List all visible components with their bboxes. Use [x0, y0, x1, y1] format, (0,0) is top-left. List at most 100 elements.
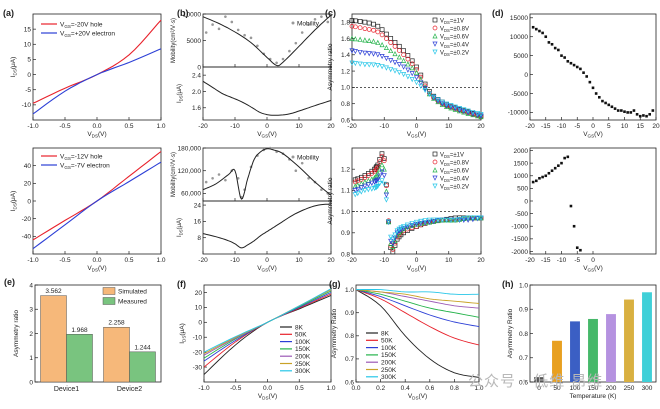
a1-xtick-label: -1.0: [27, 123, 39, 130]
g-series-line: [355, 289, 480, 378]
c1-legend-label: VDS​=±0.8V: [440, 26, 469, 33]
c1-data-point: [392, 44, 398, 49]
c2-data-point: [375, 183, 381, 189]
b2-xtick-label: 20: [327, 257, 335, 264]
c2-data-point: [381, 166, 387, 172]
c2-data-point: [394, 228, 400, 234]
d1-data-point: [626, 111, 629, 114]
a2-ylabel: IDS​(μA): [10, 191, 18, 212]
a2-legend-label: VGS​=-7V electron: [60, 163, 110, 171]
b1-bottom-ytick-label: 1.6: [192, 105, 201, 112]
c1-data-point: [431, 94, 437, 100]
d1-data-point: [588, 80, 592, 84]
d1-ytick-label: 5000: [514, 53, 529, 60]
a2-xtick-label: 1.0: [156, 257, 165, 264]
a2-ytick-label: 0: [27, 198, 31, 205]
c1-legend-label: VDS​=±0.4V: [440, 42, 469, 49]
c1-data-point: [362, 26, 368, 32]
e-ylabel: Asymmetry ratio: [13, 310, 20, 357]
d1-data-point: [613, 107, 617, 110]
c2-data-point: [461, 216, 467, 222]
c2-data-point: [352, 177, 358, 183]
c1-data-point: [401, 52, 406, 58]
e-ytick-label: 2: [29, 331, 33, 338]
c2-data-point: [377, 173, 383, 179]
g-ytick-label: 0.9: [345, 310, 354, 317]
c1-data-point: [461, 107, 467, 113]
a1-xtick-label: 0.5: [124, 123, 133, 130]
b2-mobility-point: [236, 176, 240, 180]
f-ytick-label: -10: [193, 335, 203, 342]
f-series-line: [203, 288, 332, 353]
c1-data-point: [448, 104, 454, 110]
c1-ytick-label: 1.6: [341, 36, 350, 43]
g-series-line: [355, 289, 480, 309]
c2-data-point: [396, 226, 402, 232]
c1-data-point: [475, 113, 481, 119]
c1-data-point: [401, 48, 406, 54]
h-category-label: 200: [606, 385, 617, 392]
b1-mobility-point: [256, 44, 259, 48]
c2-data-point: [431, 217, 437, 223]
b2-mobility-point: [217, 173, 221, 176]
d1-xtick-label: 10: [621, 123, 629, 130]
c2-data-point: [404, 224, 410, 230]
c1-legend-label: VDS​=±0.2V: [440, 50, 469, 57]
d2-data-point: [572, 224, 576, 228]
c1-data-point: [413, 80, 420, 86]
c2-data-point: [426, 219, 432, 225]
b2-xtick-label: 0: [265, 257, 269, 264]
c2-legend-label: VDS​=±0.2V: [440, 184, 469, 191]
d2-data-point: [553, 166, 557, 170]
c1-data-point: [352, 49, 358, 55]
c2-data-point: [358, 189, 364, 195]
a1-ytick-label: 0: [27, 72, 31, 79]
d1-data-point: [531, 25, 535, 29]
d1-xtick-label: -5: [574, 123, 580, 130]
d1-xtick-label: 20: [652, 123, 660, 130]
b2-ids-curve: [202, 203, 331, 249]
b1-bottom-ytick-label: 2.4: [192, 72, 201, 79]
c2-data-point: [426, 217, 432, 223]
c2-data-point: [379, 151, 385, 157]
c2-ytick-label: 1.1: [341, 188, 350, 195]
c1-data-point: [352, 18, 358, 24]
c1-data-point: [352, 61, 358, 67]
b1-mobility-point: [326, 20, 330, 24]
c1-legend-label: VDS​=±0.6V: [440, 34, 469, 41]
d2-data-point: [547, 171, 551, 175]
d1-data-point: [572, 63, 576, 67]
g-xtick-label: 1.0: [474, 385, 483, 392]
d1-xtick-label: 15: [637, 123, 645, 130]
g-xtick-label: 0.4: [401, 385, 410, 392]
d1-data-point: [535, 27, 538, 31]
f-ylabel: IDS​(μA): [179, 323, 187, 344]
c2-data-point: [404, 222, 410, 228]
c2-data-point: [413, 221, 420, 228]
f-xlabel: VDS​(V): [258, 393, 277, 401]
c1-data-point: [357, 19, 363, 24]
c1-data-point: [409, 58, 415, 64]
d1-xtick-label: -15: [541, 123, 551, 130]
c1-data-point: [357, 49, 363, 56]
e-bar: [40, 295, 67, 383]
c1-data-point: [366, 51, 372, 57]
c2-data-point: [365, 187, 371, 193]
c2-data-point: [362, 188, 368, 194]
h-category-label: 250: [624, 385, 635, 392]
d2-data-point: [557, 164, 560, 167]
d1-letter: (d): [492, 8, 504, 18]
c1-data-point: [388, 47, 394, 54]
h-ytick-label: 0.9: [519, 307, 528, 314]
b1-mobility-point: [217, 27, 221, 31]
f-legend-label: 250K: [295, 361, 311, 368]
c1-data-point: [362, 50, 368, 56]
h-category-label: 100: [570, 385, 581, 392]
b1-mobility-point: [275, 61, 278, 65]
g-legend-label: 250K: [381, 367, 397, 374]
c1-data-point: [435, 97, 441, 103]
b1-mobility-point: [313, 18, 317, 21]
c1-ytick-label: 1.4: [341, 52, 350, 59]
h-bar: [570, 321, 580, 382]
c2-data-point: [413, 219, 420, 225]
